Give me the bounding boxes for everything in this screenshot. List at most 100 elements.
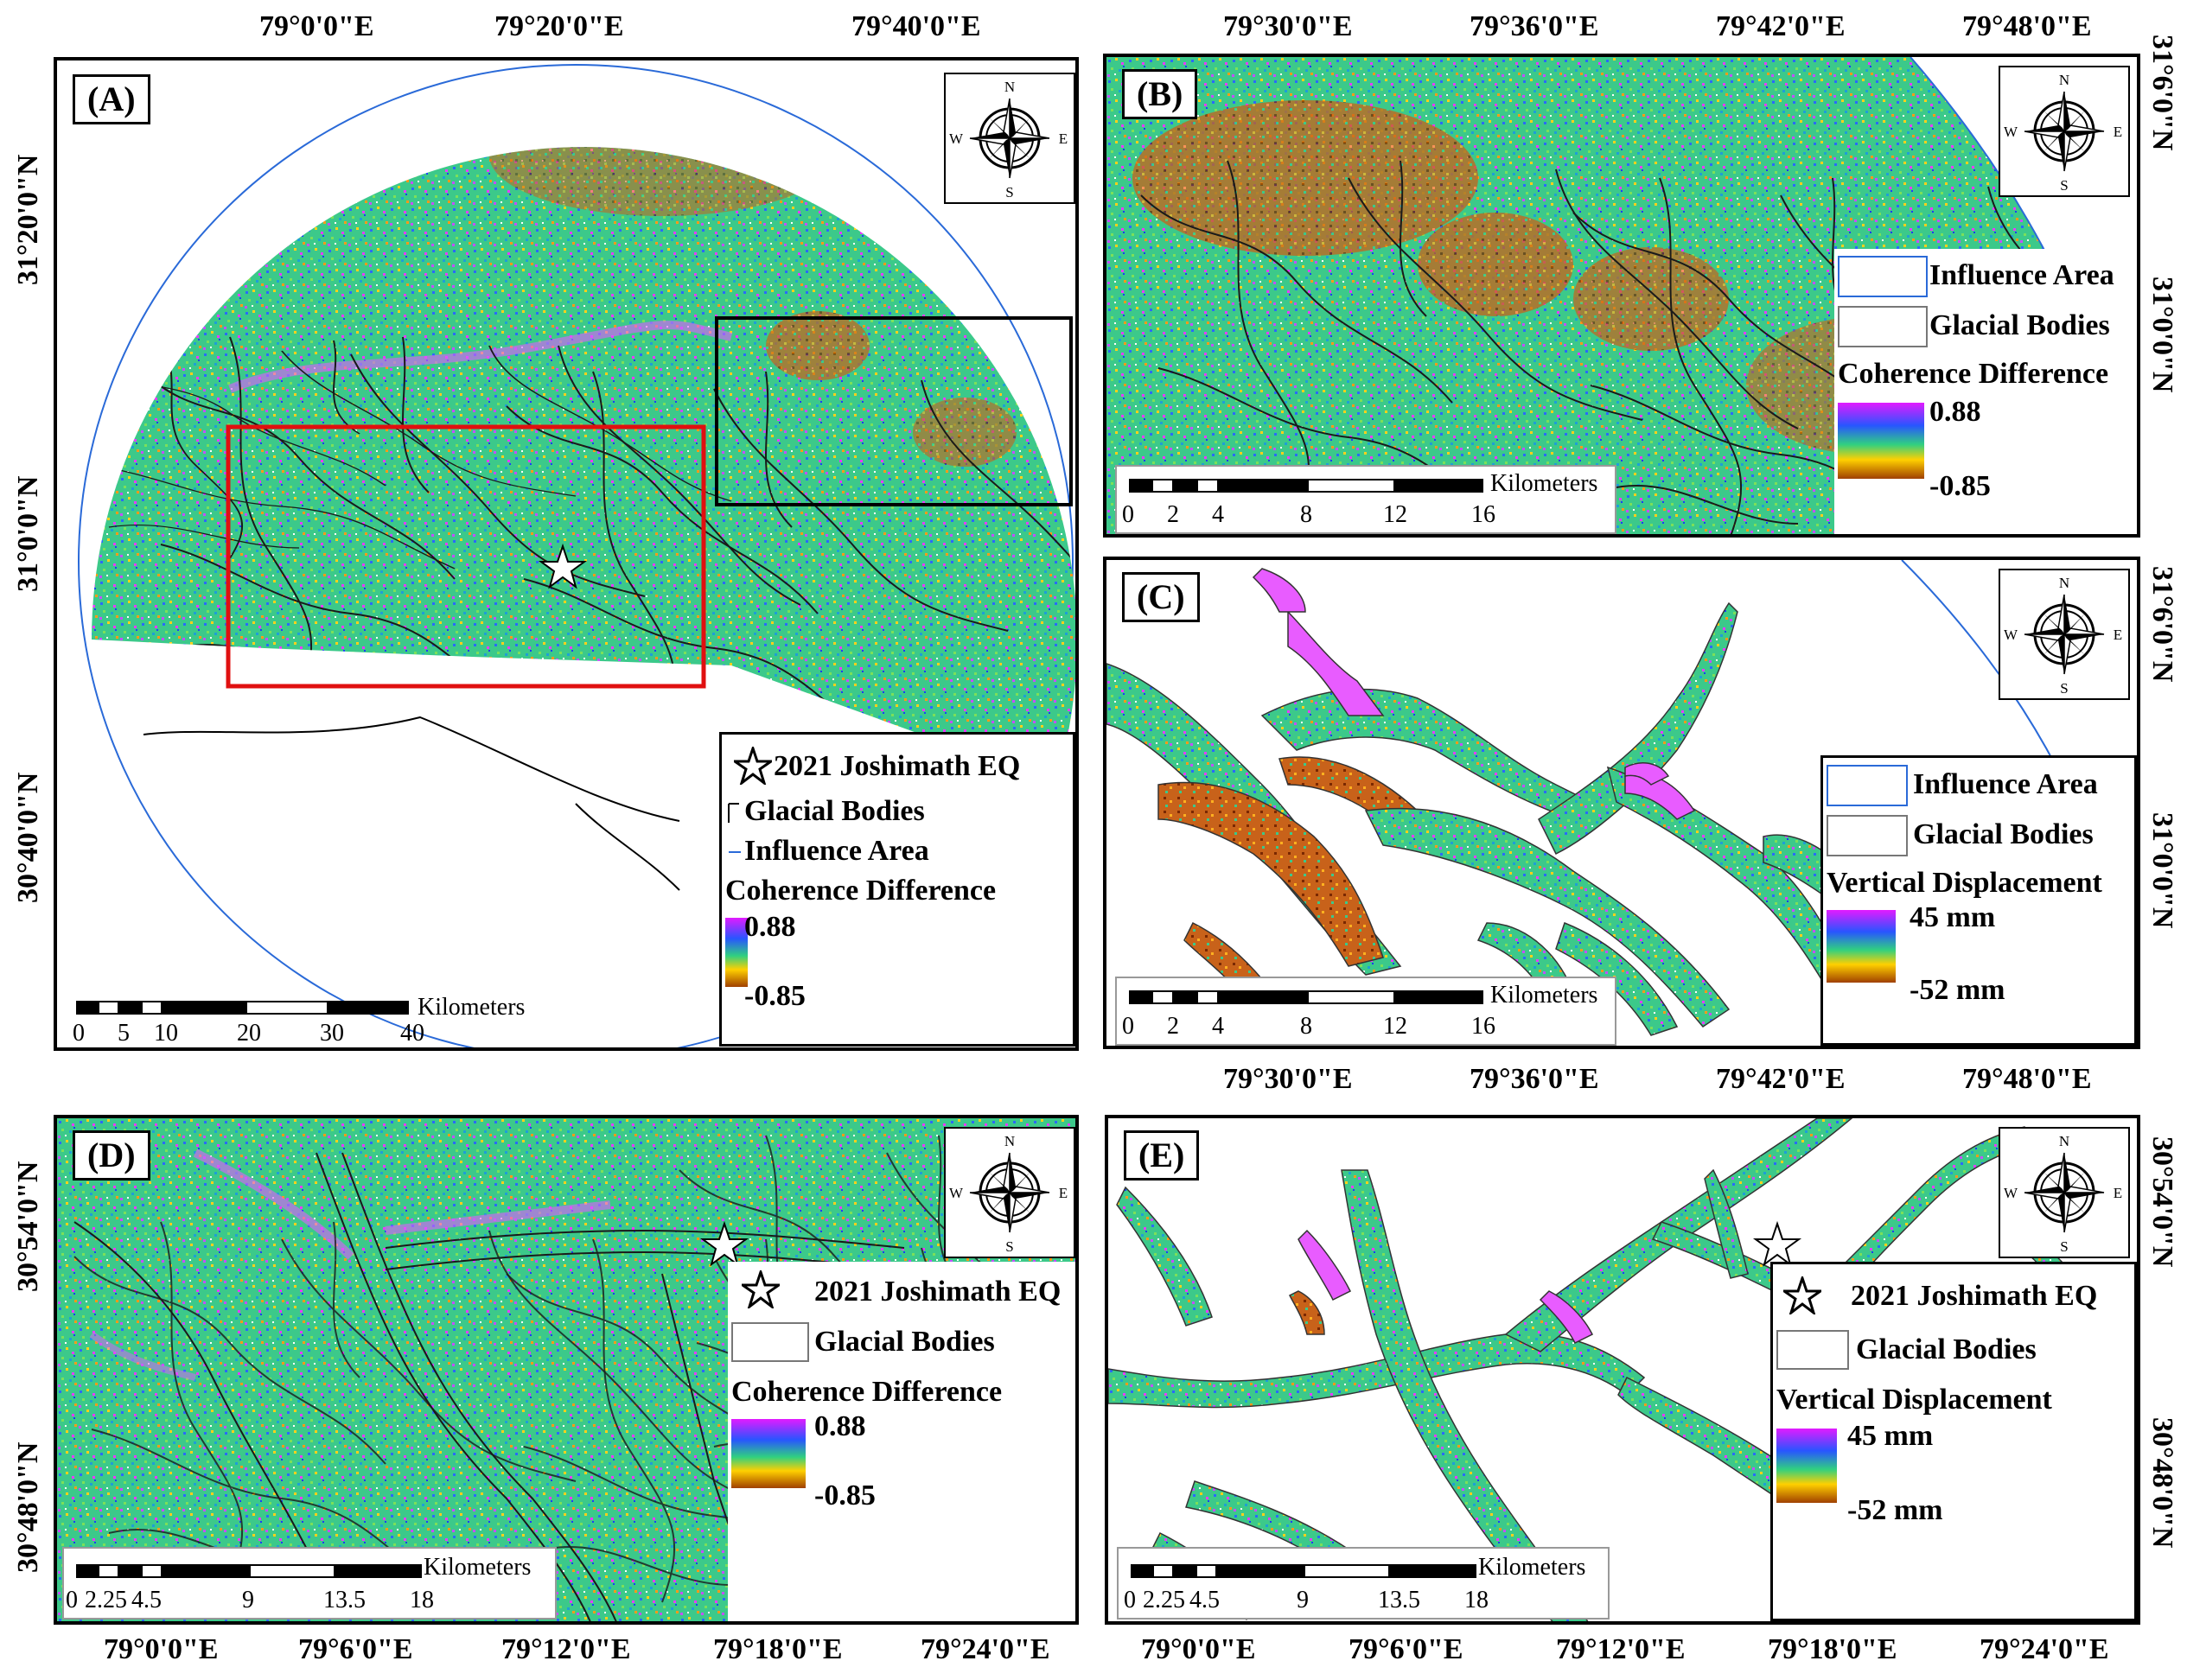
legend-title: Coherence Difference xyxy=(731,1376,1003,1408)
compass-s: S xyxy=(2060,1238,2068,1255)
lon-label: 79°24'0"E xyxy=(921,1633,1050,1665)
legend-glacial-label: Glacial Bodies xyxy=(814,1326,995,1358)
legend-title: Vertical Displacement xyxy=(1827,867,2102,899)
compass-rose-icon: N S E W xyxy=(2004,72,2122,194)
scale-tick: 16 xyxy=(1471,501,1495,528)
panel-c-legend: Influence Area Glacial Bodies Vertical D… xyxy=(1820,755,2137,1046)
compass-n: N xyxy=(2059,72,2069,88)
legend-max: 0.88 xyxy=(814,1410,866,1442)
scale-tick: 9 xyxy=(242,1587,254,1613)
panel-a-legend: 2021 Joshimath EQ Glacial Bodies Influen… xyxy=(719,732,1075,1047)
lon-label: 79°42'0"E xyxy=(1716,10,1846,42)
scale-tick: 0 xyxy=(66,1587,78,1613)
legend-eq-label: 2021 Joshimath EQ xyxy=(1851,1280,2098,1312)
compass-w: W xyxy=(949,1185,964,1201)
scale-tick: 8 xyxy=(1300,1013,1312,1040)
lon-label: 79°48'0"E xyxy=(1962,10,2092,42)
legend-glacial-label: Glacial Bodies xyxy=(1856,1333,2037,1365)
panel-a-compass: N S E W xyxy=(944,73,1075,204)
lon-label: 79°6'0"E xyxy=(1349,1633,1463,1665)
lon-label: 79°18'0"E xyxy=(1768,1633,1897,1665)
earthquake-star-icon xyxy=(734,747,772,785)
panel-e-map: (E) N S E W 2021 Joshimath EQ Glacial Bo… xyxy=(1105,1115,2140,1625)
lat-label: 31°0'0"N xyxy=(12,475,44,592)
legend-glacial-label: Glacial Bodies xyxy=(744,795,925,827)
scale-unit: Kilometers xyxy=(1490,982,1598,1009)
earthquake-star-icon xyxy=(1752,1220,1802,1267)
panel-c-map: (C) N S E W Influence Area Glacial Bodie… xyxy=(1103,557,2140,1049)
lon-label: 79°0'0"E xyxy=(104,1633,219,1665)
compass-e: E xyxy=(2114,627,2122,643)
lon-label: 79°18'0"E xyxy=(713,1633,843,1665)
lon-label: 79°42'0"E xyxy=(1716,1063,1846,1095)
panel-e-legend: 2021 Joshimath EQ Glacial Bodies Vertica… xyxy=(1770,1262,2137,1621)
compass-n: N xyxy=(1004,1133,1015,1149)
lon-label: 79°36'0"E xyxy=(1470,10,1599,42)
legend-min: -52 mm xyxy=(1910,974,2005,1006)
scale-bar xyxy=(1129,479,1483,493)
scale-tick: 30 xyxy=(320,1020,344,1047)
influence-area-swatch xyxy=(729,851,741,853)
legend-min: -0.85 xyxy=(744,980,806,1012)
glacial-bodies-swatch xyxy=(1827,815,1908,856)
compass-e: E xyxy=(1059,1185,1068,1201)
scale-tick: 4.5 xyxy=(1189,1587,1220,1613)
scale-tick: 2.25 xyxy=(1143,1587,1185,1613)
influence-area-swatch xyxy=(1827,765,1908,806)
compass-e: E xyxy=(2114,124,2122,140)
lat-label: 30°48'0"N xyxy=(12,1441,44,1573)
legend-title: Coherence Difference xyxy=(1838,358,2109,390)
scale-tick: 16 xyxy=(1471,1013,1495,1040)
scale-unit: Kilometers xyxy=(1490,470,1598,497)
lon-label: 79°40'0"E xyxy=(851,10,981,42)
lon-label: 79°20'0"E xyxy=(494,10,624,42)
scale-tick: 13.5 xyxy=(1378,1587,1420,1613)
legend-max: 0.88 xyxy=(744,911,796,943)
legend-glacial-label: Glacial Bodies xyxy=(1929,309,2110,341)
lat-label: 31°20'0"N xyxy=(12,154,44,285)
earthquake-star-icon xyxy=(538,543,588,589)
legend-min: -0.85 xyxy=(1929,470,1991,502)
compass-n: N xyxy=(2059,1133,2069,1149)
scale-tick: 2 xyxy=(1167,1013,1179,1040)
study-area-box xyxy=(226,424,706,689)
legend-eq-label: 2021 Joshimath EQ xyxy=(774,750,1021,782)
panel-a-map: (A) N S E W 2021 Joshimath EQ Glacial Bo… xyxy=(54,57,1079,1051)
panel-e-scalebar: Kilometers 0 2.25 4.5 9 13.5 18 xyxy=(1117,1547,1610,1620)
lon-label: 79°36'0"E xyxy=(1470,1063,1599,1095)
scale-tick: 12 xyxy=(1383,1013,1407,1040)
scale-tick: 20 xyxy=(237,1020,261,1047)
compass-s: S xyxy=(2060,680,2068,697)
scale-tick: 40 xyxy=(400,1020,424,1047)
color-ramp xyxy=(725,918,748,987)
panel-c-compass: N S E W xyxy=(1999,569,2130,700)
earthquake-star-icon xyxy=(742,1270,780,1308)
legend-max: 0.88 xyxy=(1929,396,1981,428)
legend-eq-label: 2021 Joshimath EQ xyxy=(814,1276,1062,1308)
influence-area-swatch xyxy=(1838,256,1928,297)
legend-max: 45 mm xyxy=(1910,901,1996,933)
earthquake-star-icon xyxy=(1783,1276,1821,1314)
scale-tick: 10 xyxy=(154,1020,178,1047)
scale-bar xyxy=(76,1001,409,1015)
scale-tick: 0 xyxy=(1122,1013,1134,1040)
lon-label: 79°0'0"E xyxy=(1141,1633,1256,1665)
lat-label: 31°6'0"N xyxy=(2146,566,2178,683)
glacial-bodies-swatch xyxy=(1838,306,1928,347)
compass-s: S xyxy=(2060,177,2068,194)
legend-title: Vertical Displacement xyxy=(1776,1384,2052,1416)
compass-w: W xyxy=(949,130,964,147)
lat-label: 31°6'0"N xyxy=(2146,35,2178,151)
panel-e-compass: N S E W xyxy=(1999,1127,2130,1258)
scale-tick: 5 xyxy=(118,1020,130,1047)
scale-tick: 4.5 xyxy=(131,1587,162,1613)
glacial-bodies-swatch xyxy=(1776,1330,1849,1370)
compass-s: S xyxy=(1005,1238,1013,1255)
inset-b-box xyxy=(715,316,1073,506)
scale-bar xyxy=(76,1564,422,1578)
scale-tick: 0 xyxy=(1124,1587,1136,1613)
panel-d-scalebar: Kilometers 0 2.25 4.5 9 13.5 18 xyxy=(62,1547,557,1620)
panel-d-compass: N S E W xyxy=(944,1127,1075,1258)
lon-label: 79°6'0"E xyxy=(298,1633,413,1665)
legend-influence-label: Influence Area xyxy=(744,835,929,867)
